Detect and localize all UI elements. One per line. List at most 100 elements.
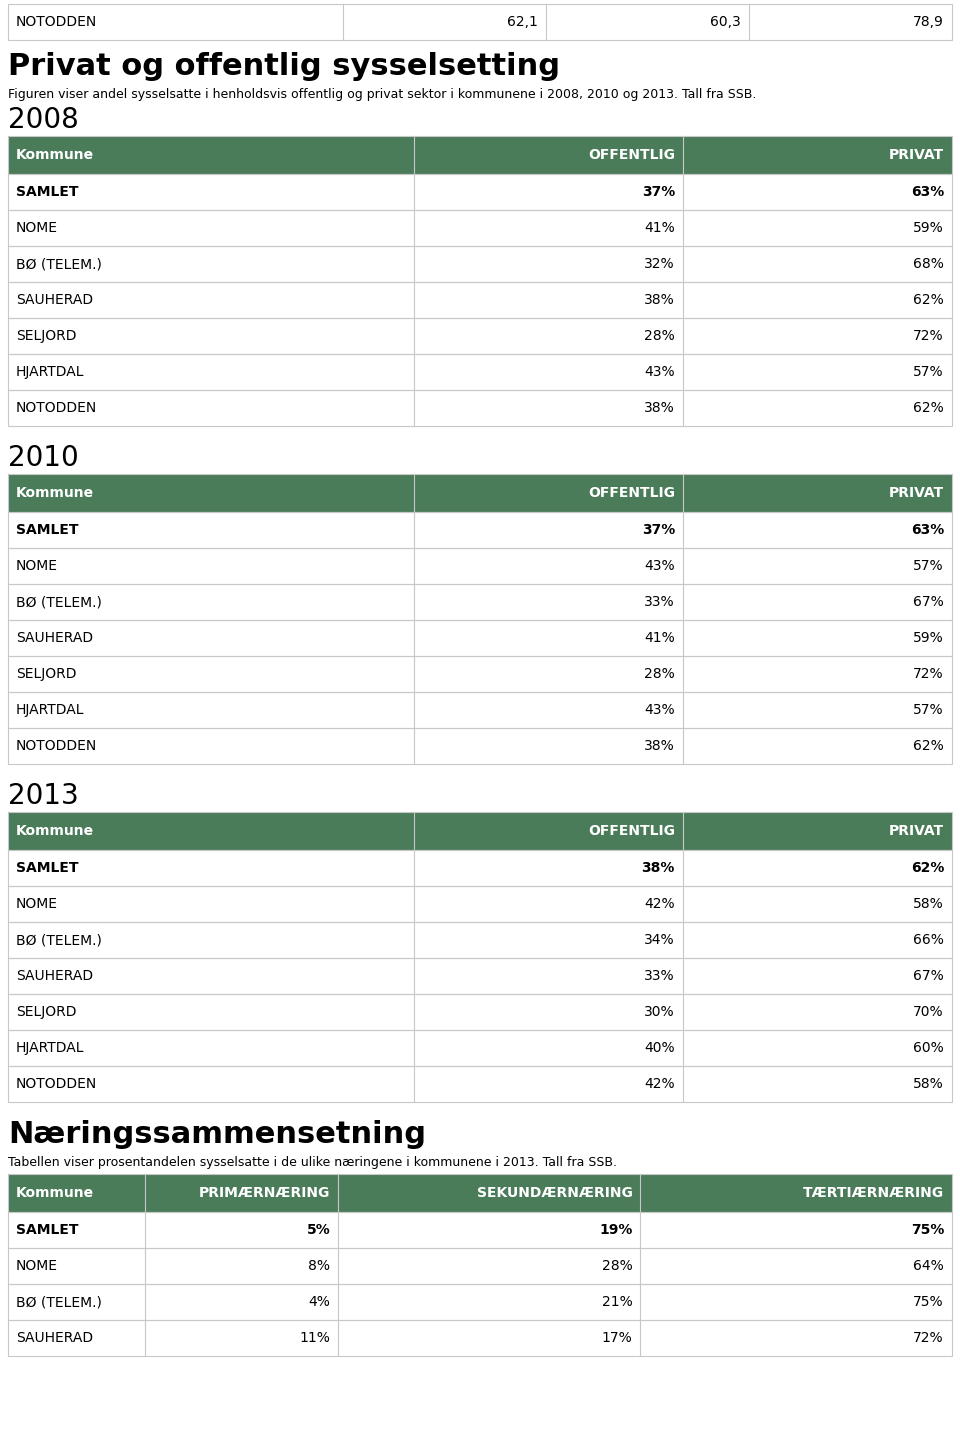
Text: 5%: 5% [306,1223,330,1237]
Text: 41%: 41% [644,221,675,235]
Text: 42%: 42% [644,1078,675,1091]
Bar [8,354,952,390]
Text: Kommune: Kommune [16,1185,94,1200]
Text: Tabellen viser prosentandelen sysselsatte i de ulike næringene i kommunene i 201: Tabellen viser prosentandelen sysselsatt… [8,1157,617,1170]
Text: 38%: 38% [644,739,675,753]
Bar [8,728,952,763]
Text: 38%: 38% [644,400,675,415]
Text: 62%: 62% [913,739,944,753]
Bar [8,390,952,426]
Text: 66%: 66% [913,933,944,947]
Text: 57%: 57% [913,560,944,573]
Text: 37%: 37% [641,522,675,537]
Text: BØ (TELEM.): BØ (TELEM.) [16,933,102,947]
Bar [8,850,952,885]
Text: PRIVAT: PRIVAT [889,824,944,838]
Text: 34%: 34% [644,933,675,947]
Bar [8,994,952,1030]
Text: HJARTDAL: HJARTDAL [16,1040,84,1055]
Text: NOTODDEN: NOTODDEN [16,400,97,415]
Text: 41%: 41% [644,631,675,644]
Bar [8,584,952,620]
Text: NOME: NOME [16,560,58,573]
Text: SEKUNDÆRNÆRING: SEKUNDÆRNÆRING [476,1185,633,1200]
Bar [8,885,952,923]
Text: 38%: 38% [641,861,675,875]
Text: 30%: 30% [644,1004,675,1019]
Text: 67%: 67% [913,596,944,608]
Text: Figuren viser andel sysselsatte i henholdsvis offentlig og privat sektor i kommu: Figuren viser andel sysselsatte i henhol… [8,88,756,100]
Text: NOTODDEN: NOTODDEN [16,14,97,29]
Text: OFFENTLIG: OFFENTLIG [588,148,675,162]
Bar [8,474,952,512]
Text: SELJORD: SELJORD [16,329,77,343]
Text: 72%: 72% [913,1332,944,1345]
Bar [8,319,952,354]
Text: 11%: 11% [300,1332,330,1345]
Bar [8,512,952,548]
Bar [8,1066,952,1102]
Bar [8,1248,952,1284]
Text: 70%: 70% [913,1004,944,1019]
Text: 33%: 33% [644,969,675,983]
Text: 78,9: 78,9 [913,14,944,29]
Bar [8,620,952,656]
Text: 4%: 4% [308,1294,330,1309]
Text: 42%: 42% [644,897,675,911]
Bar [8,245,952,283]
Text: 28%: 28% [644,667,675,682]
Text: 8%: 8% [308,1258,330,1273]
Text: PRIMÆRNÆRING: PRIMÆRNÆRING [199,1185,330,1200]
Bar [8,136,952,174]
Text: 21%: 21% [602,1294,633,1309]
Text: BØ (TELEM.): BØ (TELEM.) [16,257,102,271]
Text: 62,1: 62,1 [507,14,538,29]
Text: NOME: NOME [16,897,58,911]
Text: NOME: NOME [16,1258,58,1273]
Bar [8,1174,952,1213]
Text: SAUHERAD: SAUHERAD [16,1332,93,1345]
Text: HJARTDAL: HJARTDAL [16,703,84,718]
Text: 59%: 59% [913,221,944,235]
Bar [8,210,952,245]
Bar [8,1030,952,1066]
Text: NOTODDEN: NOTODDEN [16,1078,97,1091]
Bar [8,692,952,728]
Text: 75%: 75% [911,1223,944,1237]
Text: 57%: 57% [913,364,944,379]
Text: Privat og offentlig sysselsetting: Privat og offentlig sysselsetting [8,52,560,80]
Text: 62%: 62% [913,400,944,415]
Bar [8,923,952,959]
Bar [8,850,952,885]
Text: SAUHERAD: SAUHERAD [16,969,93,983]
Text: 62%: 62% [913,293,944,307]
Text: 64%: 64% [913,1258,944,1273]
Bar [8,1284,952,1320]
Text: 19%: 19% [599,1223,633,1237]
Bar [8,1174,952,1213]
Bar [8,136,952,174]
Bar [8,959,952,994]
Text: SELJORD: SELJORD [16,1004,77,1019]
Text: 63%: 63% [911,185,944,199]
Bar [8,283,952,319]
Bar [8,1248,952,1284]
Bar [8,692,952,728]
Bar [8,210,952,245]
Text: 68%: 68% [913,257,944,271]
Text: 57%: 57% [913,703,944,718]
Text: 33%: 33% [644,596,675,608]
Text: 32%: 32% [644,257,675,271]
Text: HJARTDAL: HJARTDAL [16,364,84,379]
Text: SELJORD: SELJORD [16,667,77,682]
Bar [8,283,952,319]
Bar [8,1284,952,1320]
Text: 2008: 2008 [8,106,79,133]
Text: 72%: 72% [913,329,944,343]
Bar [8,548,952,584]
Bar [8,174,952,210]
Bar [8,512,952,548]
Bar [8,474,952,512]
Text: 28%: 28% [644,329,675,343]
Text: 63%: 63% [911,522,944,537]
